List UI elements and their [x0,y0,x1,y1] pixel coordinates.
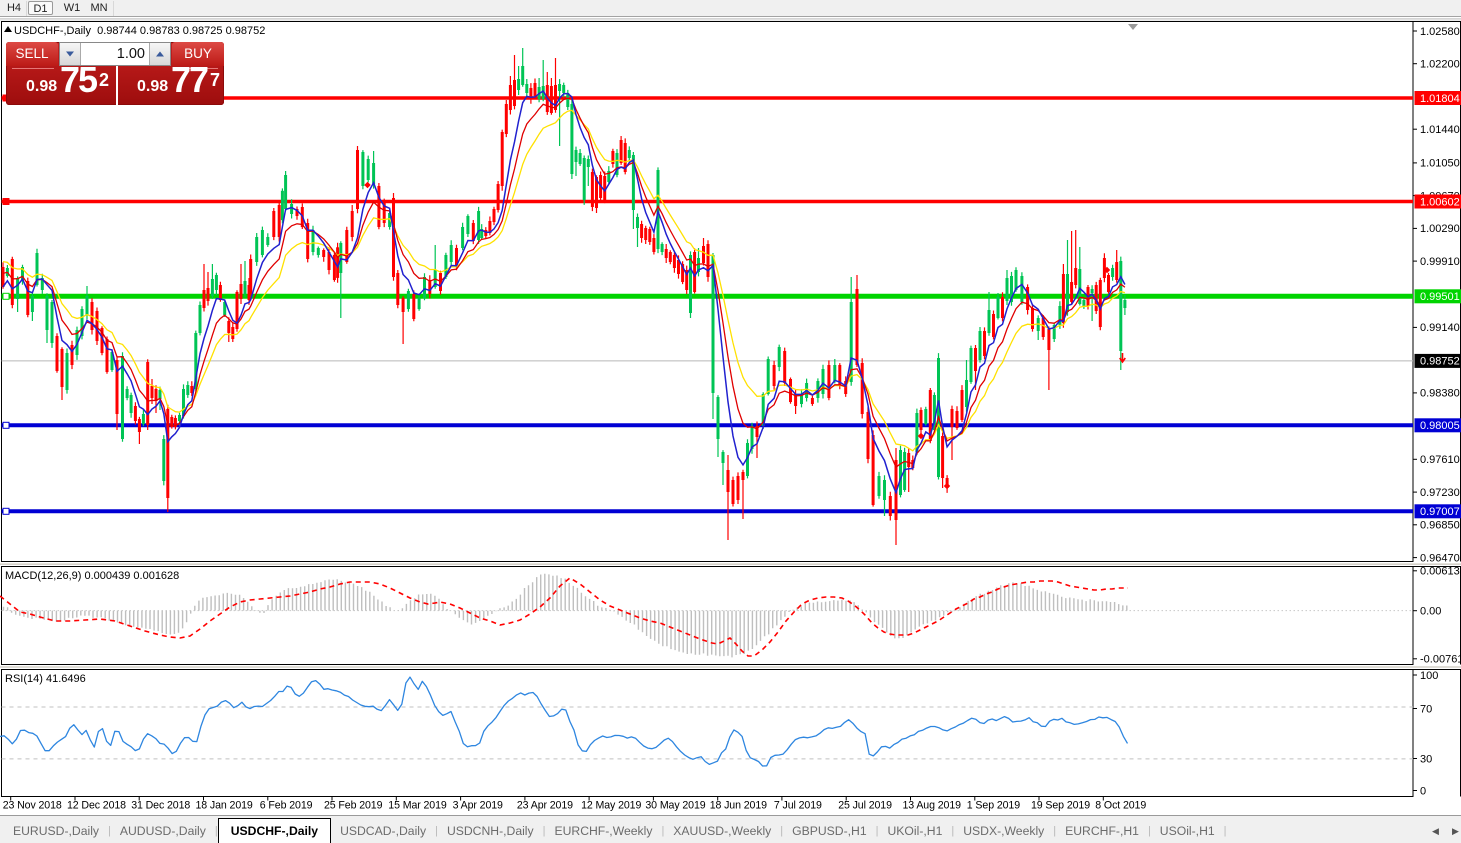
svg-text:1.01050: 1.01050 [1420,158,1460,170]
svg-text:30: 30 [1420,753,1432,765]
svg-text:23 Apr 2019: 23 Apr 2019 [517,800,573,812]
svg-text:18 Jan 2019: 18 Jan 2019 [196,800,253,812]
svg-text:0: 0 [1420,785,1426,797]
svg-text:12 May 2019: 12 May 2019 [581,800,641,812]
svg-text:0.99501: 0.99501 [1420,291,1460,303]
svg-text:MACD(12,26,9) 0.000439 0.00162: MACD(12,26,9) 0.000439 0.001628 [5,570,179,582]
svg-text:RSI(14) 41.6496: RSI(14) 41.6496 [5,673,86,685]
svg-text:1.02200: 1.02200 [1420,59,1460,71]
svg-text:31 Dec 2018: 31 Dec 2018 [131,800,190,812]
svg-text:23 Nov 2018: 23 Nov 2018 [3,800,62,812]
svg-text:0.96850: 0.96850 [1420,520,1460,532]
svg-text:6 Feb 2019: 6 Feb 2019 [260,800,313,812]
svg-text:USDCHF-,Daily 0.98744 0.98783: USDCHF-,Daily 0.98744 0.98783 0.98725 0.… [14,25,265,37]
svg-text:13 Aug 2019: 13 Aug 2019 [903,800,962,812]
svg-text:8 Oct 2019: 8 Oct 2019 [1095,800,1146,812]
svg-text:0.98005: 0.98005 [1420,420,1460,432]
svg-text:0.00: 0.00 [1420,606,1441,618]
svg-text:0.97230: 0.97230 [1420,487,1460,499]
svg-text:3 Apr 2019: 3 Apr 2019 [453,800,503,812]
svg-text:12 Dec 2018: 12 Dec 2018 [67,800,126,812]
svg-text:25 Jul 2019: 25 Jul 2019 [838,800,892,812]
svg-text:100: 100 [1420,670,1438,682]
svg-text:19 Sep 2019: 19 Sep 2019 [1031,800,1090,812]
svg-text:0.00613: 0.00613 [1420,566,1460,578]
svg-text:25 Feb 2019: 25 Feb 2019 [324,800,383,812]
svg-text:0.97007: 0.97007 [1420,506,1460,518]
svg-text:-0.00761: -0.00761 [1420,654,1461,666]
svg-text:0.96470: 0.96470 [1420,552,1460,564]
svg-text:1.01440: 1.01440 [1420,124,1460,136]
svg-text:30 May 2019: 30 May 2019 [645,800,705,812]
svg-text:1.00290: 1.00290 [1420,223,1460,235]
svg-text:0.98380: 0.98380 [1420,388,1460,400]
svg-text:18 Jun 2019: 18 Jun 2019 [710,800,767,812]
svg-text:0.99910: 0.99910 [1420,256,1460,268]
svg-text:0.98752: 0.98752 [1420,356,1460,368]
svg-text:1.01804: 1.01804 [1420,93,1460,105]
svg-text:15 Mar 2019: 15 Mar 2019 [388,800,447,812]
svg-text:1.00602: 1.00602 [1420,196,1460,208]
svg-text:1 Sep 2019: 1 Sep 2019 [967,800,1020,812]
svg-text:7 Jul 2019: 7 Jul 2019 [774,800,822,812]
svg-text:70: 70 [1420,703,1432,715]
svg-text:0.99140: 0.99140 [1420,322,1460,334]
svg-text:0.97610: 0.97610 [1420,454,1460,466]
svg-text:1.02580: 1.02580 [1420,26,1460,38]
